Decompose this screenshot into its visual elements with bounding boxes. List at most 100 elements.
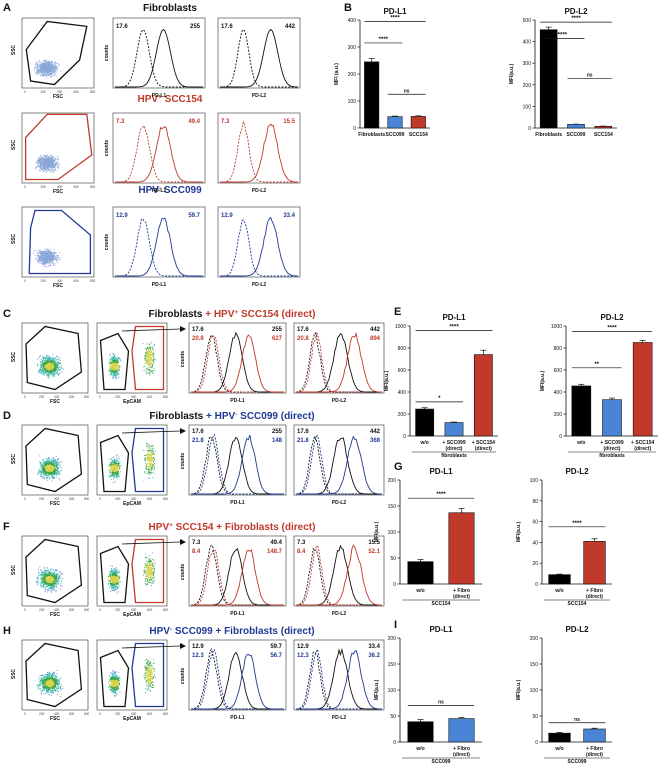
event-dot	[49, 255, 51, 257]
event-dot	[39, 71, 41, 73]
event-dot	[113, 471, 115, 474]
event-dot	[49, 171, 51, 173]
event-dot	[54, 168, 57, 171]
event-dot	[40, 160, 42, 162]
event-dot	[59, 369, 61, 371]
event-dot	[44, 361, 46, 363]
event-dot	[51, 258, 53, 260]
event-dot	[45, 260, 47, 262]
event-dot	[38, 252, 40, 255]
histogram-curve	[220, 219, 298, 277]
event-dot	[38, 371, 40, 373]
event-dot	[42, 63, 44, 65]
event-dot	[50, 64, 52, 66]
event-dot	[43, 62, 45, 64]
plot-frame	[217, 206, 301, 278]
event-dot	[48, 476, 50, 478]
event-dot	[38, 472, 40, 474]
event-dot	[109, 370, 111, 372]
event-dot	[150, 445, 152, 447]
event-dot	[53, 462, 55, 464]
event-dot	[153, 456, 155, 458]
event-dot	[150, 370, 152, 372]
event-dot	[43, 368, 45, 370]
event-dot	[34, 168, 36, 170]
percent-label: 442	[370, 327, 381, 333]
event-dot	[114, 355, 116, 357]
y-axis-label: SSC	[11, 44, 17, 55]
event-dot	[46, 258, 48, 260]
event-dot	[42, 161, 44, 163]
event-dot	[44, 265, 47, 267]
event-dot	[151, 343, 153, 345]
event-dot	[149, 469, 151, 471]
tick-label: 600	[147, 497, 153, 501]
event-dot	[113, 466, 116, 468]
plot-frame	[21, 112, 95, 184]
event-dot	[50, 155, 52, 157]
event-dot	[148, 455, 150, 457]
event-dot	[108, 474, 110, 476]
event-dot	[46, 156, 48, 158]
event-dot	[55, 455, 57, 457]
event-dot	[48, 458, 50, 460]
percent-label: 12.9	[221, 213, 233, 219]
event-dot	[57, 258, 59, 260]
event-dot	[41, 75, 44, 77]
event-dot	[37, 157, 39, 159]
event-dot	[51, 73, 53, 75]
event-dot	[150, 464, 152, 466]
event-dot	[45, 72, 47, 74]
event-dot	[40, 462, 42, 465]
event-dot	[144, 460, 146, 462]
event-dot	[42, 472, 44, 474]
gate	[25, 20, 88, 86]
event-dot	[61, 368, 63, 370]
event-dot	[149, 446, 151, 448]
event-dot	[39, 162, 41, 164]
event-dot	[57, 362, 59, 364]
tick-label: 0	[24, 90, 26, 94]
event-dot	[36, 363, 38, 365]
event-dot	[59, 367, 61, 369]
event-dot	[42, 265, 44, 267]
event-dot	[117, 459, 119, 462]
event-dot	[43, 253, 45, 255]
event-dot	[153, 453, 156, 455]
percent-label: 255	[272, 327, 283, 333]
event-dot	[45, 370, 47, 372]
event-dot	[52, 477, 55, 479]
event-dot	[111, 357, 113, 359]
event-dot	[55, 368, 57, 370]
event-dot	[148, 346, 150, 348]
event-dot	[112, 375, 114, 377]
event-dot	[36, 159, 39, 161]
event-dot	[52, 470, 54, 473]
event-dot	[53, 370, 55, 372]
event-dot	[45, 170, 48, 172]
event-dot	[147, 450, 149, 452]
event-dot	[113, 364, 115, 366]
event-dot	[57, 367, 59, 369]
event-dot	[144, 458, 146, 460]
event-dot	[143, 366, 145, 368]
event-dot	[42, 169, 44, 171]
title-part: Fibroblasts	[143, 3, 197, 14]
event-dot	[55, 365, 57, 367]
event-dot	[148, 368, 150, 370]
title-part: HPV	[138, 185, 159, 196]
event-dot	[54, 458, 56, 460]
event-dot	[53, 372, 55, 374]
event-dot	[44, 63, 46, 65]
event-dot	[45, 157, 47, 159]
event-dot	[113, 478, 115, 480]
event-dot	[46, 372, 48, 374]
event-dot	[52, 170, 54, 172]
event-dot	[57, 466, 59, 468]
event-dot	[55, 65, 57, 67]
event-dot	[151, 464, 153, 466]
event-dot	[52, 475, 54, 477]
event-dot	[151, 448, 154, 450]
event-dot	[54, 251, 56, 253]
event-dot	[151, 363, 154, 365]
